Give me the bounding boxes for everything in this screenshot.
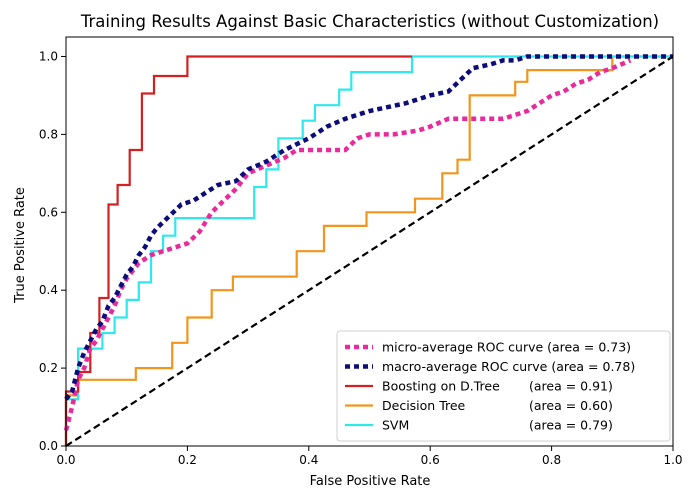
y-tick-label: 0.0	[39, 439, 58, 453]
legend-label: Decision Tree	[382, 398, 466, 413]
boosting-on-d-tree-line	[64, 55, 412, 446]
legend-label: SVM	[382, 418, 409, 433]
decision-tree-line	[64, 55, 673, 446]
x-tick-label: 0.8	[542, 453, 561, 467]
x-tick-label: 0.6	[421, 453, 440, 467]
y-axis-label: True Positive Rate	[13, 187, 28, 304]
micro-average-roc-curve-line	[63, 58, 632, 431]
y-tick-label: 0.2	[39, 361, 58, 375]
chart-title: Training Results Against Basic Character…	[80, 12, 659, 31]
legend-label: Boosting on D.Tree	[382, 379, 500, 394]
legend-box	[336, 330, 671, 442]
x-tick-label: 0.4	[299, 453, 318, 467]
x-tick-label: 0.0	[56, 453, 75, 467]
legend-label: micro-average ROC curve (area = 0.73)	[382, 340, 631, 355]
legend-area-label: (area = 0.91)	[529, 379, 613, 394]
y-tick-label: 0.6	[39, 205, 58, 219]
legend-area-label: (area = 0.79)	[529, 418, 613, 433]
legend-label: macro-average ROC curve (area = 0.78)	[382, 359, 635, 374]
plot-area	[63, 54, 674, 447]
y-tick-label: 0.4	[39, 283, 58, 297]
x-tick-label: 0.2	[178, 453, 197, 467]
y-tick-label: 0.8	[39, 127, 58, 141]
macro-average-roc-curve-line	[64, 54, 673, 401]
x-axis-ticks: 0.0 0.2 0.4 0.6 0.8 1.0	[56, 446, 683, 467]
legend-area-label: (area = 0.60)	[529, 398, 613, 413]
plot-frame	[65, 36, 674, 447]
y-tick-label: 1.0	[39, 49, 58, 63]
legend: micro-average ROC curve (area = 0.73) mac…	[336, 330, 671, 442]
y-axis-ticks: 0.0 0.2 0.4 0.6 0.8 1.0	[39, 49, 66, 453]
x-axis-label: False Positive Rate	[310, 474, 431, 489]
x-tick-label: 1.0	[663, 453, 682, 467]
svm-line	[64, 55, 673, 446]
